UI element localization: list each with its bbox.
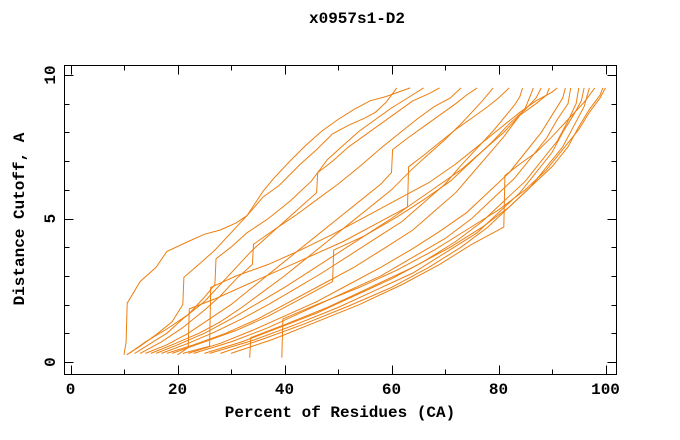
data-curve [193,87,572,354]
data-curve [155,87,510,354]
data-curve [126,87,411,356]
data-curve [166,87,534,354]
data-curve [171,87,542,354]
data-curve [129,87,424,354]
plot-frame [64,65,617,375]
data-curve [281,87,606,358]
y-tick-label: 5 [42,214,60,224]
x-tick-label: 0 [66,381,76,399]
data-curve [150,87,494,354]
x-axis-label: Percent of Residues (CA) [224,404,456,422]
x-tick-label: 20 [168,381,187,399]
y-tick-label: 10 [42,65,60,84]
y-tick-label: 0 [42,357,60,367]
data-curve [139,87,462,354]
data-curve [123,87,398,355]
data-curve [161,87,524,354]
x-tick-label: 40 [275,381,294,399]
x-tick-label: 100 [591,381,620,399]
chart-title: x0957s1-D2 [308,10,405,28]
x-tick-label: 80 [489,381,508,399]
data-curve [134,87,440,354]
data-curve [220,87,590,354]
data-curve [182,87,558,354]
x-tick-label: 60 [382,381,401,399]
data-curve [249,87,604,358]
data-curve [204,87,580,354]
data-curve [188,87,566,354]
data-curve [230,87,596,354]
y-axis-label: Distance Cutoff, A [11,132,29,306]
data-curve [145,87,478,354]
